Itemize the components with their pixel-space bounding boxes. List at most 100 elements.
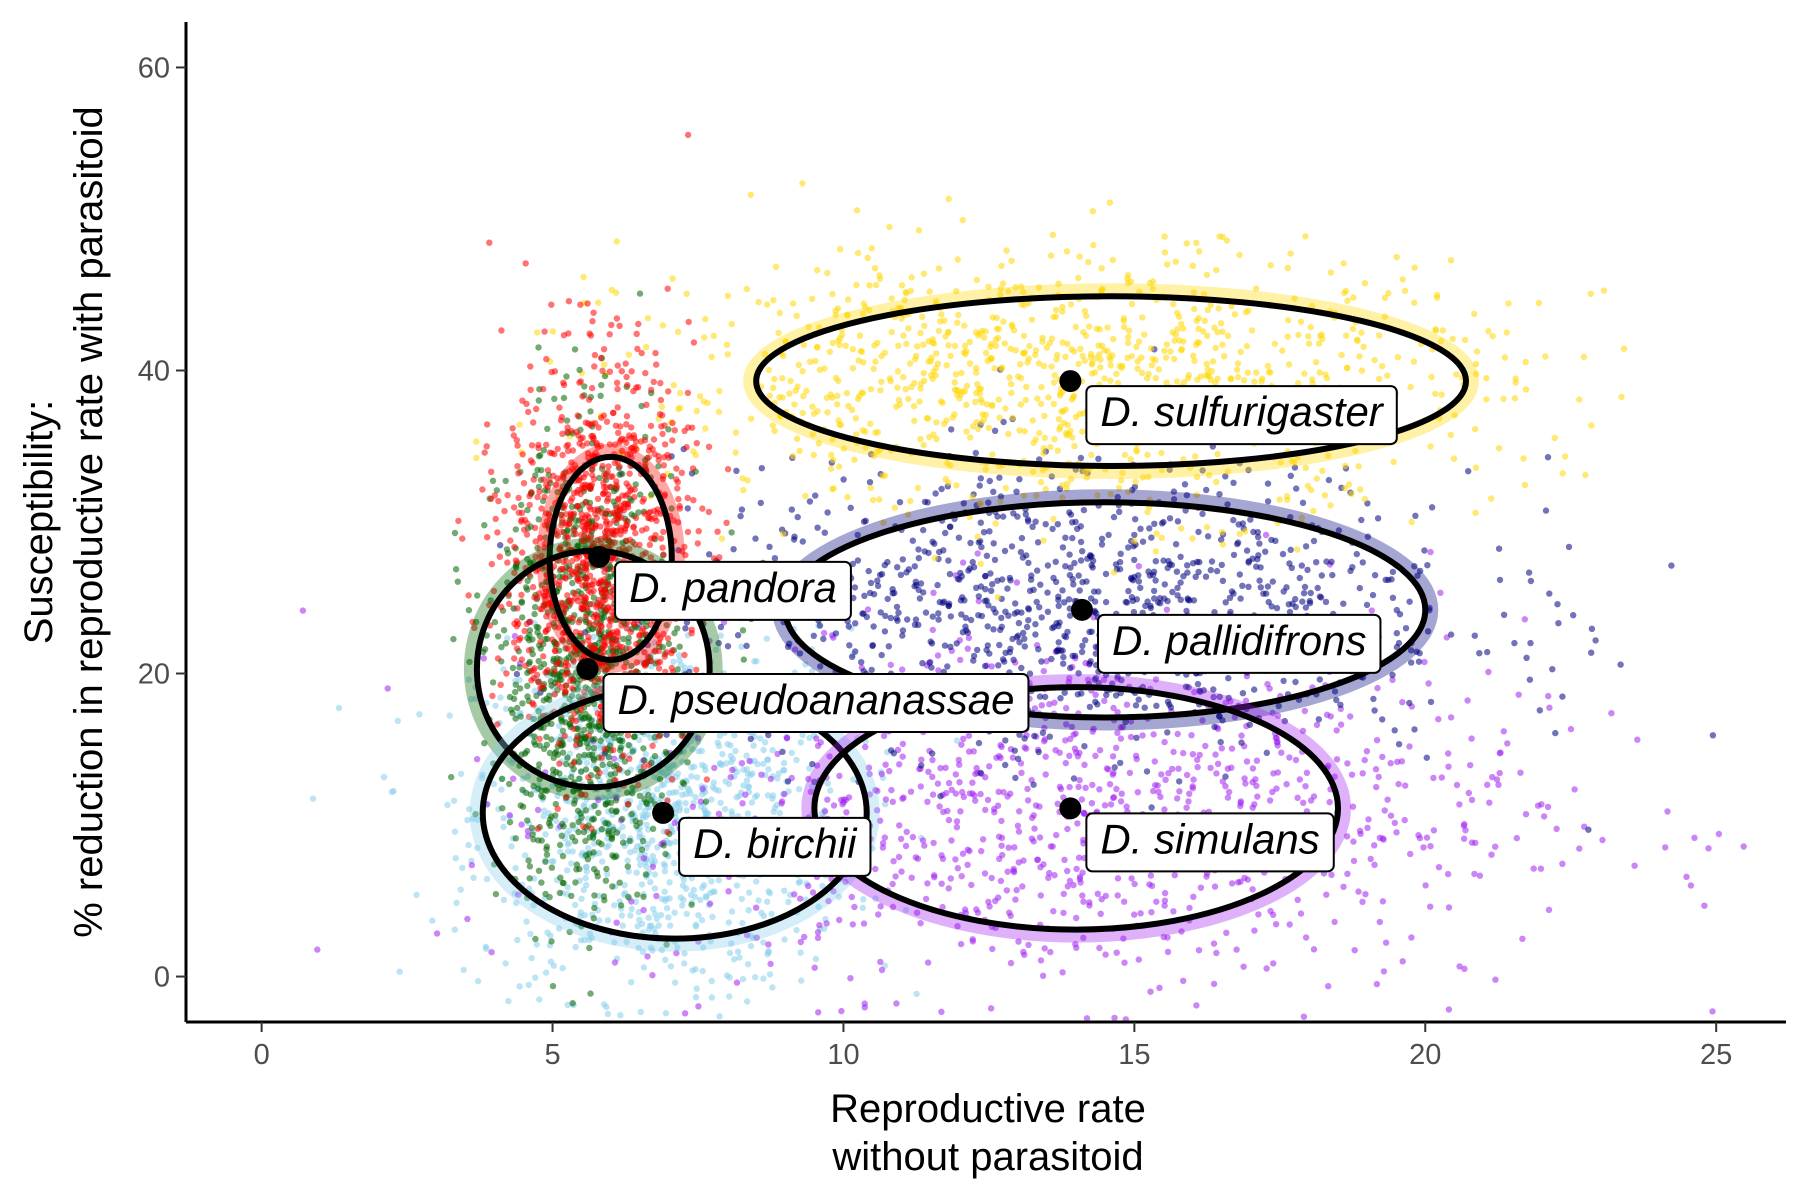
data-point — [1219, 541, 1227, 548]
data-point — [829, 339, 836, 347]
data-point — [832, 630, 840, 637]
data-point — [1016, 476, 1023, 483]
data-point — [914, 855, 922, 862]
data-point — [1098, 265, 1105, 272]
data-point — [1007, 577, 1014, 584]
data-point — [878, 770, 885, 778]
data-point — [1249, 765, 1257, 772]
data-point — [876, 496, 883, 503]
data-point — [649, 837, 656, 844]
data-point — [625, 741, 632, 749]
data-point — [1427, 843, 1434, 850]
data-point — [770, 384, 777, 391]
data-point — [1089, 208, 1097, 215]
data-point — [954, 923, 961, 930]
data-point — [894, 384, 901, 391]
data-point — [753, 904, 760, 911]
data-point — [1134, 365, 1141, 372]
data-point — [908, 274, 915, 281]
data-point — [882, 612, 889, 620]
data-point — [1036, 834, 1044, 841]
data-point — [1313, 475, 1321, 482]
data-point — [712, 646, 720, 653]
data-point — [918, 762, 925, 769]
data-point — [538, 467, 545, 474]
data-point — [1214, 450, 1221, 458]
data-point — [915, 227, 923, 234]
data-point — [990, 488, 997, 495]
data-point — [1393, 829, 1400, 836]
data-point — [962, 350, 969, 358]
data-point — [635, 908, 642, 916]
data-point — [1004, 793, 1011, 800]
data-point — [1348, 490, 1355, 497]
data-point — [1089, 557, 1097, 564]
data-point — [917, 435, 924, 443]
data-point — [1445, 763, 1452, 770]
data-point — [1411, 264, 1418, 271]
data-point — [1382, 939, 1390, 946]
data-point — [951, 379, 958, 386]
data-point — [894, 368, 902, 375]
data-point — [1080, 329, 1087, 336]
data-point — [793, 926, 800, 934]
data-point — [998, 614, 1005, 622]
data-point — [1264, 480, 1272, 487]
data-point — [1284, 333, 1291, 340]
data-point — [795, 786, 803, 793]
data-point — [776, 309, 783, 317]
data-point — [299, 607, 307, 614]
data-point — [1180, 573, 1187, 580]
data-point — [1163, 354, 1170, 361]
data-point — [1253, 757, 1261, 764]
data-point — [1096, 786, 1103, 793]
data-point — [1125, 587, 1132, 595]
data-point — [601, 361, 608, 368]
data-point — [998, 817, 1005, 825]
data-point — [645, 926, 652, 933]
data-point — [582, 766, 590, 773]
data-point — [972, 449, 979, 457]
data-point — [910, 402, 918, 410]
data-point — [663, 895, 670, 902]
data-point — [1116, 508, 1123, 515]
data-point — [797, 739, 804, 746]
data-point — [1086, 899, 1093, 906]
data-point — [996, 753, 1003, 760]
data-point — [1033, 598, 1040, 606]
data-point — [1070, 581, 1077, 588]
data-point — [821, 808, 829, 815]
data-point — [1204, 371, 1212, 378]
data-point — [1066, 551, 1073, 558]
data-point — [1098, 541, 1106, 548]
data-point — [816, 622, 824, 629]
data-point — [530, 902, 537, 909]
data-point — [917, 783, 924, 790]
data-point — [1353, 550, 1361, 558]
data-point — [1472, 464, 1480, 471]
data-point — [1301, 583, 1309, 591]
data-point — [1109, 771, 1117, 778]
data-point — [760, 746, 767, 754]
data-point — [717, 799, 724, 807]
data-point — [924, 880, 931, 887]
data-point — [943, 789, 950, 797]
data-point — [1361, 280, 1369, 287]
data-point — [1024, 516, 1032, 523]
data-point — [1161, 249, 1169, 256]
data-point — [1000, 789, 1007, 796]
data-point — [753, 934, 760, 941]
data-point — [725, 888, 732, 895]
data-point — [708, 878, 715, 885]
data-point — [1114, 493, 1121, 501]
data-point — [802, 492, 809, 500]
data-point — [681, 1010, 689, 1017]
data-point — [1520, 455, 1527, 462]
data-point — [683, 290, 690, 297]
data-point — [1164, 934, 1171, 941]
data-point — [1134, 358, 1142, 365]
data-point — [1067, 301, 1075, 308]
data-point — [849, 365, 857, 372]
data-point — [1186, 790, 1193, 797]
data-point — [867, 386, 875, 393]
